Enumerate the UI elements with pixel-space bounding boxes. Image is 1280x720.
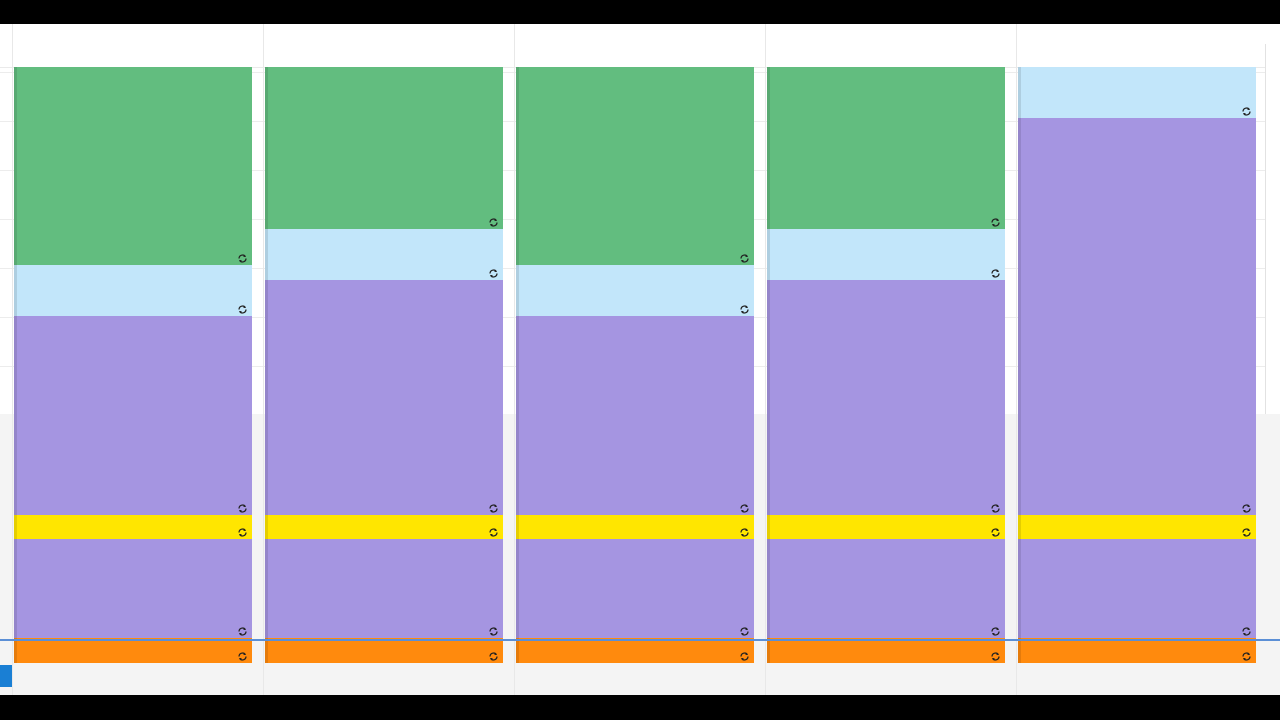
sync-icon bbox=[739, 501, 750, 513]
sync-icon bbox=[739, 624, 750, 636]
event-block-purple[interactable] bbox=[1018, 539, 1256, 638]
sync-icon bbox=[1241, 649, 1252, 661]
event-block-orange[interactable] bbox=[14, 638, 252, 663]
sync-icon bbox=[739, 525, 750, 537]
sync-icon bbox=[1241, 501, 1252, 513]
event-block-green[interactable] bbox=[516, 67, 754, 265]
calendar-week-view bbox=[0, 24, 1280, 695]
sync-icon bbox=[739, 251, 750, 263]
day-column-5[interactable] bbox=[1016, 24, 1267, 695]
current-time-marker bbox=[0, 665, 12, 687]
event-block-yellow[interactable] bbox=[516, 515, 754, 539]
event-block-purple[interactable] bbox=[767, 539, 1005, 638]
sync-icon bbox=[739, 649, 750, 661]
sync-icon bbox=[237, 251, 248, 263]
event-block-orange[interactable] bbox=[516, 638, 754, 663]
event-block-purple[interactable] bbox=[14, 539, 252, 638]
sync-icon bbox=[237, 624, 248, 636]
sync-icon bbox=[488, 624, 499, 636]
day-column-2[interactable] bbox=[263, 24, 514, 695]
day-column-3[interactable] bbox=[514, 24, 765, 695]
event-block-light-blue[interactable] bbox=[516, 265, 754, 316]
sync-icon bbox=[990, 624, 1001, 636]
sync-icon bbox=[990, 215, 1001, 227]
current-time-line bbox=[0, 639, 1280, 641]
sync-icon bbox=[488, 501, 499, 513]
sync-icon bbox=[237, 649, 248, 661]
event-block-green[interactable] bbox=[767, 67, 1005, 229]
event-block-light-blue[interactable] bbox=[767, 229, 1005, 280]
sync-icon bbox=[237, 501, 248, 513]
sync-icon bbox=[488, 525, 499, 537]
day-column-1[interactable] bbox=[12, 24, 263, 695]
event-block-purple[interactable] bbox=[516, 539, 754, 638]
sync-icon bbox=[990, 525, 1001, 537]
event-block-yellow[interactable] bbox=[14, 515, 252, 539]
event-block-orange[interactable] bbox=[1018, 638, 1256, 663]
event-block-orange[interactable] bbox=[265, 638, 503, 663]
event-block-green[interactable] bbox=[14, 67, 252, 265]
sync-icon bbox=[488, 266, 499, 278]
sync-icon bbox=[739, 302, 750, 314]
event-block-green[interactable] bbox=[265, 67, 503, 229]
sync-icon bbox=[1241, 525, 1252, 537]
event-block-yellow[interactable] bbox=[265, 515, 503, 539]
event-block-purple[interactable] bbox=[1018, 118, 1256, 515]
day-column-4[interactable] bbox=[765, 24, 1016, 695]
event-block-light-blue[interactable] bbox=[1018, 67, 1256, 118]
event-block-purple[interactable] bbox=[265, 280, 503, 515]
sync-icon bbox=[990, 501, 1001, 513]
sync-icon bbox=[237, 302, 248, 314]
event-block-light-blue[interactable] bbox=[265, 229, 503, 280]
sync-icon bbox=[1241, 624, 1252, 636]
event-block-yellow[interactable] bbox=[1018, 515, 1256, 539]
event-block-purple[interactable] bbox=[767, 280, 1005, 515]
event-block-light-blue[interactable] bbox=[14, 265, 252, 316]
event-block-purple[interactable] bbox=[265, 539, 503, 638]
event-block-orange[interactable] bbox=[767, 638, 1005, 663]
vertical-scrollbar[interactable] bbox=[1265, 44, 1280, 414]
sync-icon bbox=[990, 649, 1001, 661]
event-block-purple[interactable] bbox=[14, 316, 252, 515]
sync-icon bbox=[488, 649, 499, 661]
event-block-purple[interactable] bbox=[516, 316, 754, 515]
day-header-strip bbox=[0, 24, 1280, 68]
sync-icon bbox=[1241, 104, 1252, 116]
sync-icon bbox=[488, 215, 499, 227]
sync-icon bbox=[990, 266, 1001, 278]
event-block-yellow[interactable] bbox=[767, 515, 1005, 539]
sync-icon bbox=[237, 525, 248, 537]
